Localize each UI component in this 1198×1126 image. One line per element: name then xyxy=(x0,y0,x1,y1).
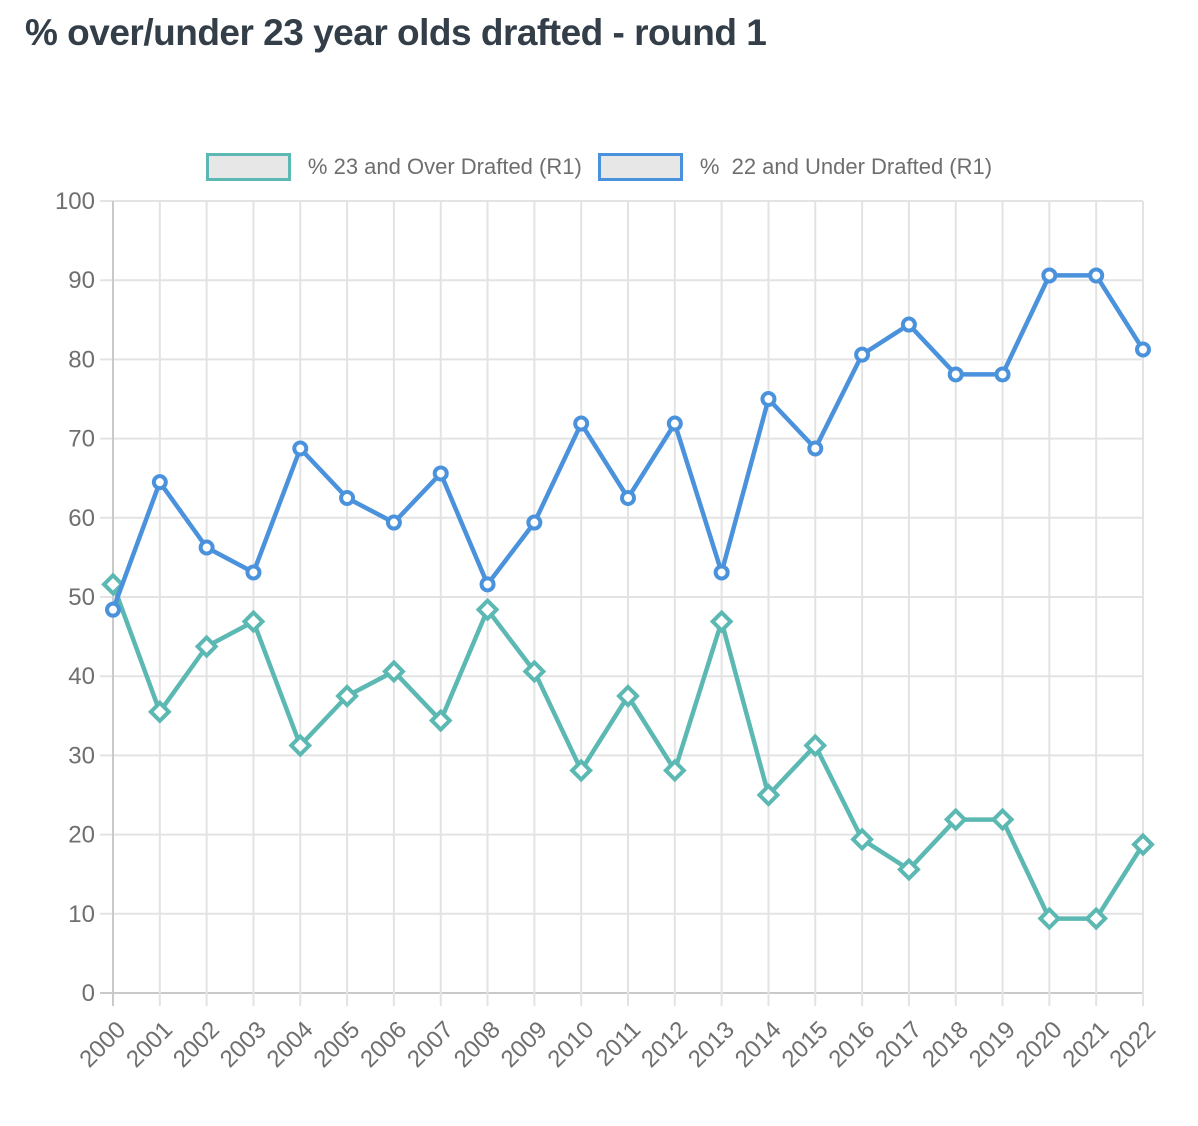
y-tick-label-20: 20 xyxy=(68,822,95,849)
point-23-and-over-2022[interactable] xyxy=(1131,832,1155,857)
y-tick-label-0: 0 xyxy=(82,980,95,1007)
x-tick-label-2016: 2016 xyxy=(823,1016,880,1073)
x-tick-label-2013: 2013 xyxy=(683,1016,740,1073)
point-23-and-over-2006[interactable] xyxy=(382,659,406,684)
point-23-and-over-2018[interactable] xyxy=(943,807,968,832)
y-tick-label-40: 40 xyxy=(68,663,95,690)
point-22-and-under-2017[interactable] xyxy=(900,316,917,333)
y-tick-label-80: 80 xyxy=(68,346,95,373)
point-22-and-under-2016[interactable] xyxy=(854,346,871,363)
x-tick-label-2001: 2001 xyxy=(121,1016,178,1073)
x-tick-label-2019: 2019 xyxy=(964,1016,1021,1073)
legend-item-23-and-over[interactable]: % 23 and Over Drafted (R1) xyxy=(205,153,582,181)
x-tick-label-2014: 2014 xyxy=(730,1016,787,1073)
point-23-and-over-2014[interactable] xyxy=(756,783,781,807)
x-tick-label-2005: 2005 xyxy=(308,1016,365,1073)
x-tick-label-2017: 2017 xyxy=(870,1016,927,1073)
point-23-and-over-2016[interactable] xyxy=(850,827,874,852)
point-22-and-under-2010[interactable] xyxy=(573,415,590,432)
point-23-and-over-2015[interactable] xyxy=(803,733,828,758)
point-22-and-under-2006[interactable] xyxy=(385,514,402,531)
x-tick-label-2022: 2022 xyxy=(1104,1016,1161,1073)
y-tick-label-50: 50 xyxy=(68,584,95,611)
point-23-and-over-2009[interactable] xyxy=(522,659,547,684)
point-22-and-under-2021[interactable] xyxy=(1088,267,1105,284)
legend-swatch-22-and-under xyxy=(597,153,683,181)
point-23-and-over-2007[interactable] xyxy=(428,708,453,733)
point-23-and-over-2005[interactable] xyxy=(335,684,359,708)
point-22-and-under-2007[interactable] xyxy=(432,465,449,482)
point-22-and-under-2012[interactable] xyxy=(666,415,683,432)
point-23-and-over-2004[interactable] xyxy=(288,733,313,758)
point-23-and-over-2000[interactable] xyxy=(101,572,125,597)
x-tick-label-2018: 2018 xyxy=(917,1016,974,1073)
x-tick-label-2006: 2006 xyxy=(355,1016,412,1073)
point-23-and-over-2017[interactable] xyxy=(897,857,921,882)
point-23-and-over-2002[interactable] xyxy=(194,634,219,659)
point-23-and-over-2010[interactable] xyxy=(569,758,594,783)
point-22-and-under-2003[interactable] xyxy=(245,564,262,581)
point-22-and-under-2005[interactable] xyxy=(339,490,356,506)
point-22-and-under-2004[interactable] xyxy=(292,440,309,457)
y-tick-label-10: 10 xyxy=(68,901,95,928)
x-tick-label-2009: 2009 xyxy=(496,1016,553,1073)
x-tick-label-2011: 2011 xyxy=(591,1016,647,1072)
y-tick-label-60: 60 xyxy=(68,505,95,532)
point-23-and-over-2020[interactable] xyxy=(1037,906,1062,931)
point-22-and-under-2022[interactable] xyxy=(1135,341,1151,358)
y-tick-label-100: 100 xyxy=(55,188,95,215)
point-23-and-over-2013[interactable] xyxy=(709,609,734,634)
x-tick-label-2002: 2002 xyxy=(168,1016,225,1073)
point-23-and-over-2011[interactable] xyxy=(616,684,640,708)
point-22-and-under-2002[interactable] xyxy=(198,539,215,556)
x-tick-label-2015: 2015 xyxy=(777,1016,834,1073)
x-tick-label-2003: 2003 xyxy=(215,1016,272,1073)
x-tick-label-2004: 2004 xyxy=(262,1016,319,1073)
legend-swatch-23-and-over xyxy=(205,153,291,181)
point-22-and-under-2014[interactable] xyxy=(760,391,777,407)
point-23-and-over-2003[interactable] xyxy=(241,609,266,634)
point-23-and-over-2019[interactable] xyxy=(990,807,1015,832)
point-23-and-over-2008[interactable] xyxy=(475,597,500,622)
y-tick-label-30: 30 xyxy=(68,742,95,769)
point-23-and-over-2021[interactable] xyxy=(1084,906,1109,931)
point-22-and-under-2019[interactable] xyxy=(994,366,1011,383)
point-23-and-over-2001[interactable] xyxy=(147,700,172,724)
y-tick-label-90: 90 xyxy=(68,267,95,294)
legend-label-22-and-under: % 22 and Under Drafted (R1) xyxy=(699,154,993,179)
x-tick-label-2010: 2010 xyxy=(543,1016,600,1073)
point-22-and-under-2011[interactable] xyxy=(620,490,636,506)
point-22-and-under-2001[interactable] xyxy=(151,474,168,491)
chart-legend: % 23 and Over Drafted (R1) % 22 and Unde… xyxy=(0,153,1198,181)
point-22-and-under-2013[interactable] xyxy=(713,564,730,581)
y-tick-label-70: 70 xyxy=(68,426,95,453)
legend-label-23-and-over: % 23 and Over Drafted (R1) xyxy=(307,154,582,179)
point-22-and-under-2018[interactable] xyxy=(947,366,964,383)
x-tick-label-2020: 2020 xyxy=(1011,1016,1068,1073)
x-tick-label-2007: 2007 xyxy=(402,1016,459,1073)
x-tick-label-2021: 2021 xyxy=(1058,1016,1115,1073)
legend-item-22-and-under[interactable]: % 22 and Under Drafted (R1) xyxy=(597,153,993,181)
x-tick-label-2000: 2000 xyxy=(74,1016,131,1073)
point-22-and-under-2009[interactable] xyxy=(526,514,543,531)
point-22-and-under-2008[interactable] xyxy=(479,576,496,593)
point-22-and-under-2020[interactable] xyxy=(1041,267,1058,284)
point-23-and-over-2012[interactable] xyxy=(662,758,687,783)
x-tick-label-2008: 2008 xyxy=(449,1016,506,1073)
point-22-and-under-2000[interactable] xyxy=(105,601,121,618)
point-22-and-under-2015[interactable] xyxy=(807,440,824,457)
chart-title: % over/under 23 year olds drafted - roun… xyxy=(25,12,767,53)
x-tick-label-2012: 2012 xyxy=(636,1016,693,1073)
